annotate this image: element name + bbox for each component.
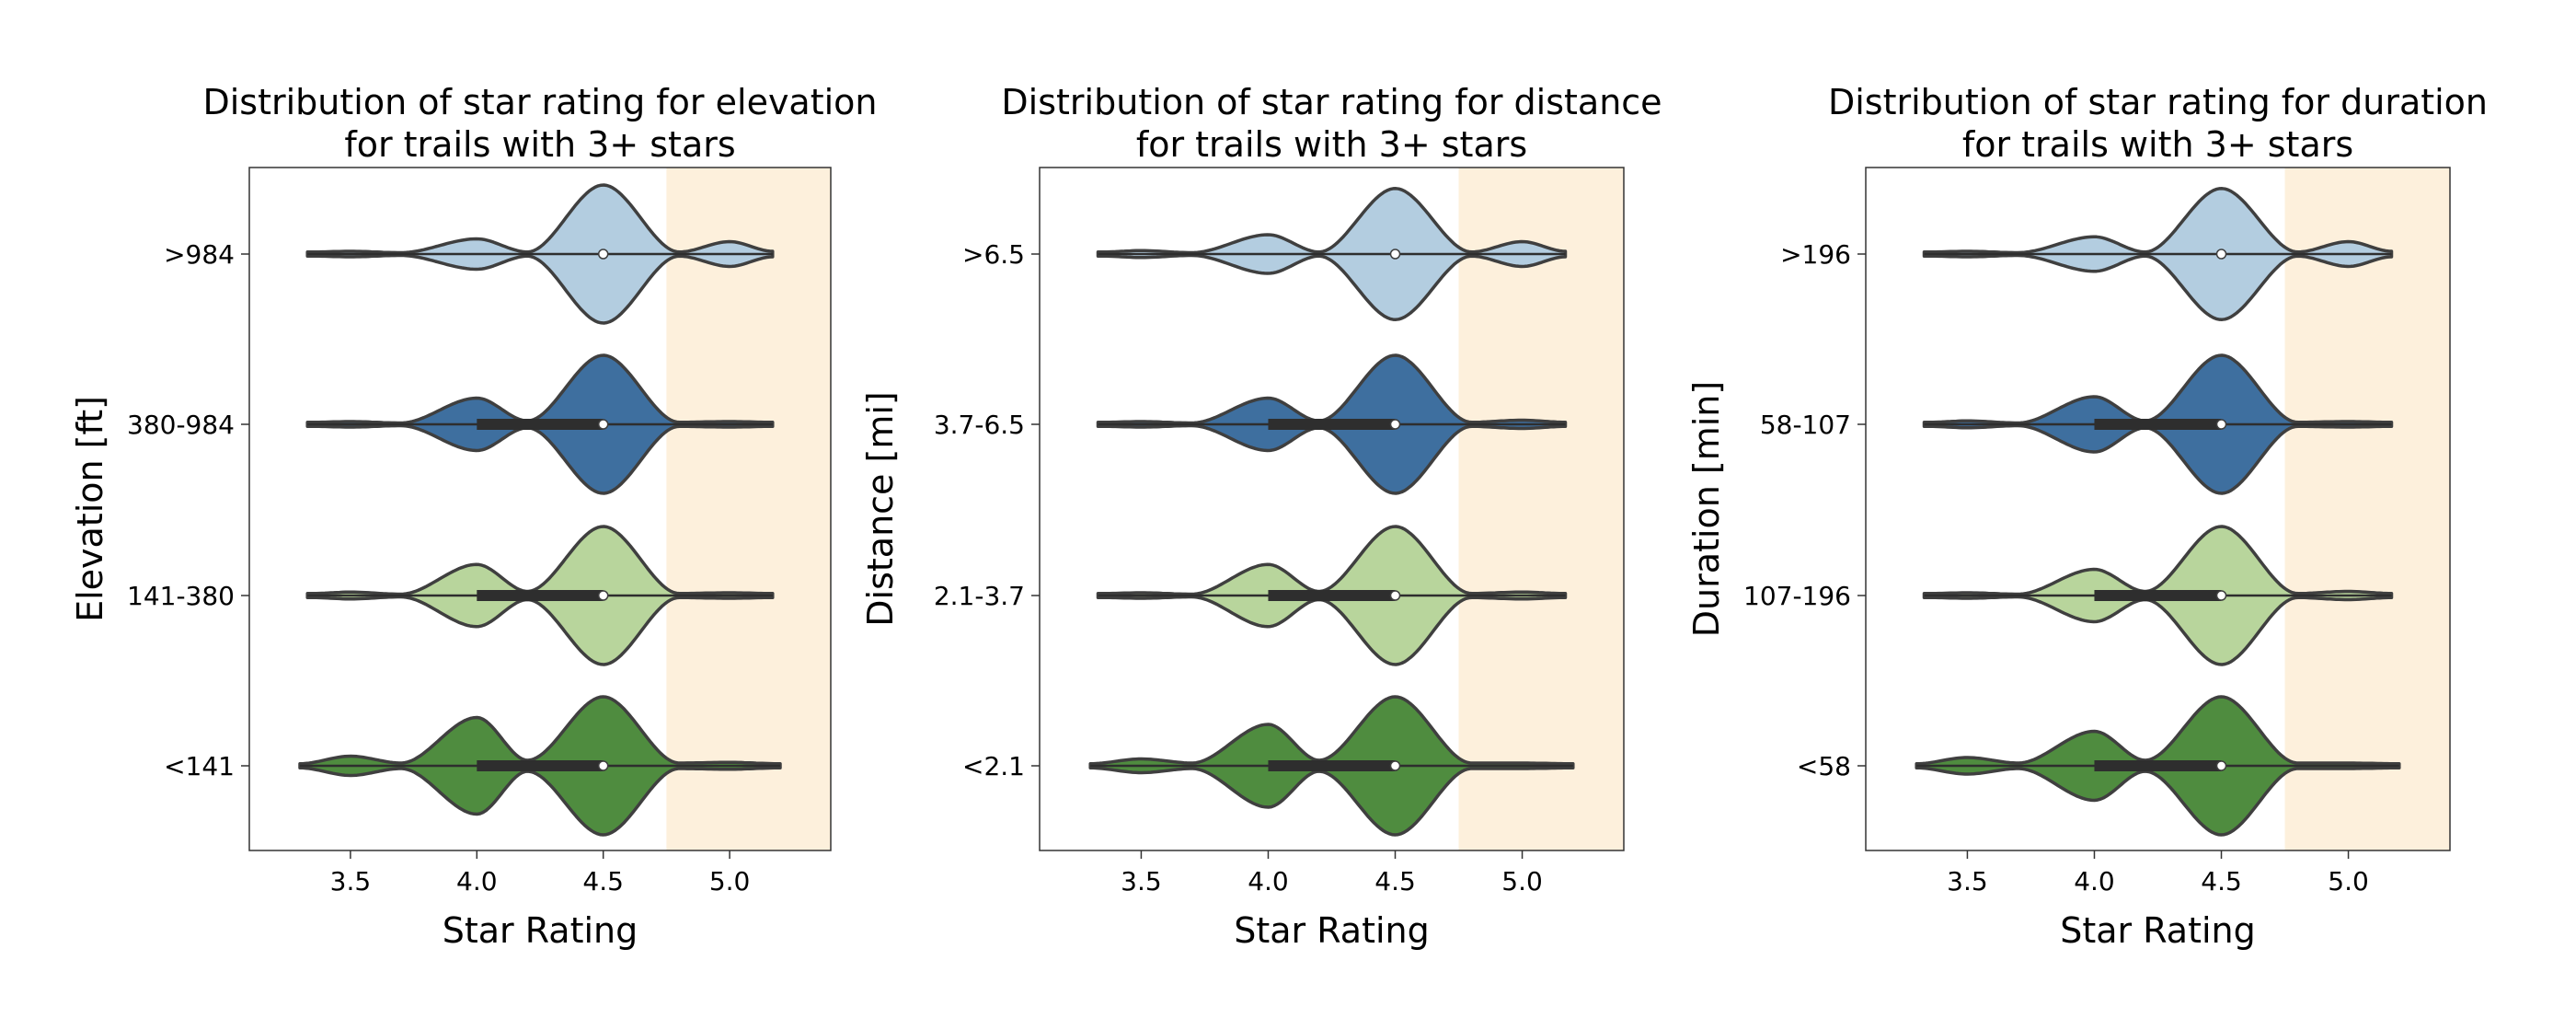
iqr-box [2094,590,2222,601]
median-marker [597,419,609,430]
y-tick-label: 2.1-3.7 [934,581,1025,611]
iqr-box [477,419,604,430]
iqr-box [1268,590,1396,601]
x-tick-label: 4.5 [582,866,624,897]
x-tick-label: 5.0 [709,866,751,897]
median-marker [1389,760,1401,771]
chart-panel-2: 3.5 4.0 4.5 5.0 >6.5 3.7-6.5 2.1-3.7 <2.1 Distri… [860,82,1662,951]
iqr-box [1268,760,1396,771]
highlight-band [666,168,831,850]
y-tick-label: >6.5 [962,239,1025,270]
median-marker [597,590,609,601]
plot-frame [1039,167,1625,851]
violin-107-196 [1922,525,2394,666]
y-axis-label: Elevation [ft] [70,396,110,622]
chart-panel-1: 3.5 4.0 4.5 5.0 >984 380-984 141-380 <141 Distri… [70,82,878,951]
x-tick-label: 4.0 [1248,866,1289,897]
median-marker [1389,419,1401,430]
median-marker [597,249,609,260]
y-tick-label: 380-984 [127,410,235,440]
chart-title: Distribution of star rating for distance [1001,82,1662,122]
violin-<141 [298,695,782,837]
x-axis-label: Star Rating [443,910,638,951]
chart-title: Distribution of star rating for duration [1828,82,2488,122]
violin->196 [1922,187,2394,321]
violin-380-984 [305,353,775,495]
violin-3.7-6.5 [1096,353,1568,495]
median-marker [1389,590,1401,601]
plot-frame [1865,167,2451,851]
y-tick-label: <141 [164,751,235,781]
x-tick-label: 4.0 [2074,866,2115,897]
violin-58-107 [1922,353,2394,495]
y-tick-label: 58-107 [1760,410,1851,440]
iqr-box [477,590,604,601]
median-marker [2215,760,2227,771]
violin-<2.1 [1088,695,1575,837]
median-marker [1389,249,1401,260]
y-axis-label: Duration [min] [1686,381,1727,637]
x-tick-label: 3.5 [1947,866,1988,897]
x-axis-label: Star Rating [1234,910,1430,951]
chart-title: Distribution of star rating for elevatio… [202,82,877,122]
median-marker [597,760,609,771]
violin->984 [305,183,775,325]
chart-panel-3: 3.5 4.0 4.5 5.0 >196 58-107 107-196 <58 Distribu… [1686,82,2488,951]
x-tick-label: 3.5 [330,866,372,897]
iqr-box [477,760,604,771]
plot-frame [248,167,832,851]
violin-2.1-3.7 [1096,525,1568,666]
iqr-box [2094,419,2222,430]
violin->6.5 [1096,187,1568,321]
x-tick-label: 4.5 [2201,866,2242,897]
violin-141-380 [305,525,775,666]
median-marker [2215,590,2227,601]
median-marker [2215,419,2227,430]
x-tick-label: 3.5 [1121,866,1162,897]
chart-title: for trails with 3+ stars [1136,124,1527,165]
y-tick-label: 107-196 [1743,581,1851,611]
x-tick-label: 5.0 [2328,866,2369,897]
y-tick-label: >196 [1780,239,1851,270]
y-tick-label: >984 [164,239,235,270]
iqr-box [1268,419,1396,430]
y-tick-label: <58 [1797,751,1851,781]
chart-title: for trails with 3+ stars [344,124,735,165]
y-tick-label: <2.1 [962,751,1025,781]
violin-<58 [1915,695,2401,837]
chart-title: for trails with 3+ stars [1962,124,2353,165]
y-axis-label: Distance [mi] [860,391,901,626]
y-tick-label: 141-380 [127,581,235,611]
y-tick-label: 3.7-6.5 [934,410,1025,440]
x-tick-label: 4.5 [1374,866,1416,897]
highlight-band [1458,168,1624,850]
median-marker [2215,249,2227,260]
x-axis-label: Star Rating [2060,910,2256,951]
x-tick-label: 5.0 [1501,866,1543,897]
x-tick-label: 4.0 [456,866,498,897]
iqr-box [2094,760,2222,771]
highlight-band [2284,168,2450,850]
